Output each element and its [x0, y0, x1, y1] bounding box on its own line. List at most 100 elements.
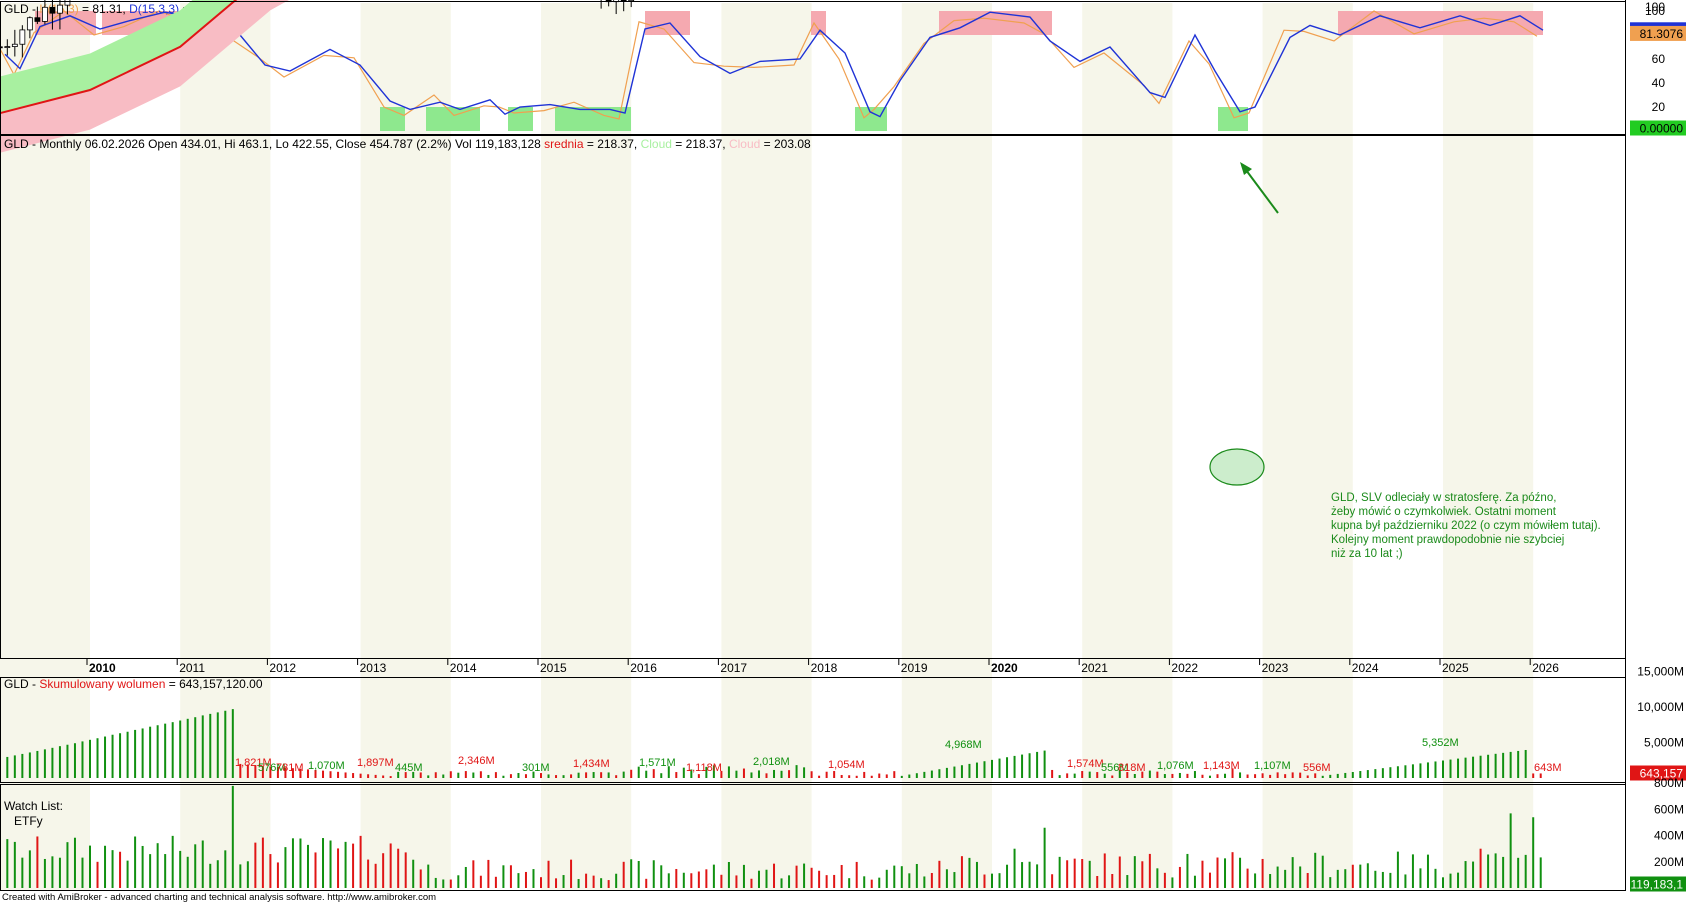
cumvol-value-label: 781M — [276, 762, 304, 774]
year-band — [901, 3, 992, 890]
candle-body — [57, 4, 63, 14]
stoch-tick-label: 20 — [1652, 100, 1666, 114]
volume-bars — [0, 785, 1542, 888]
cumvol-value-label: 1,054M — [828, 759, 865, 771]
cumvol-value-label: 301M — [522, 762, 550, 774]
volume-badge-text: 119,183,1 — [1631, 878, 1684, 892]
overbought-zone — [939, 11, 1052, 35]
overbought-zone — [1338, 11, 1543, 35]
year-background-bands — [0, 3, 1534, 890]
cumvol-value-label: 1,434M — [573, 758, 610, 770]
year-label: 2013 — [360, 661, 387, 675]
cumvol-value-label: 818M — [1118, 762, 1146, 774]
volume-tick-label: 200M — [1654, 855, 1684, 869]
candle-body — [628, 0, 635, 2]
candle-body — [19, 29, 26, 45]
stoch-k-badge — [1630, 25, 1686, 41]
stoch-tick-label: 100 — [1645, 4, 1665, 18]
analyst-note: GLD, SLV odleciały w stratosferę. Za póź… — [1331, 492, 1604, 560]
candle-body — [42, 6, 48, 22]
volume-tick-label: 600M — [1654, 802, 1684, 816]
year-label: 2012 — [269, 661, 296, 675]
year-label: 2014 — [450, 661, 477, 675]
year-band — [1443, 3, 1534, 890]
year-band — [1082, 3, 1173, 890]
volume-tick-label: 400M — [1654, 829, 1684, 843]
cumvol-value-label: 1,571M — [639, 757, 676, 769]
candle-body — [0, 46, 3, 49]
cumvol-value-label: 1,821M — [235, 757, 272, 769]
cumvol-value-label: 556M — [1101, 762, 1129, 774]
cumvol-value-label: 556M — [1303, 762, 1331, 774]
cumvol-tick-label: 5,000M — [1644, 736, 1684, 750]
year-label: 2025 — [1442, 661, 1469, 675]
cumvol-value-label: 1,143M — [1203, 760, 1240, 772]
cumvol-value-label: 1,118M — [686, 762, 722, 774]
watchlist-name: ETFy — [14, 814, 43, 828]
price-tick-label: 100 — [1645, 0, 1665, 14]
annotation-arrow — [1245, 169, 1279, 214]
cloud-lower-band — [0, 0, 289, 153]
buy-zone-ellipse — [1209, 448, 1265, 486]
year-label: 2018 — [811, 661, 838, 675]
year-label: 2026 — [1532, 661, 1559, 675]
panel-frames — [0, 0, 1626, 891]
cumvol-tick-label: 10,000M — [1637, 700, 1684, 714]
year-label: 2016 — [630, 661, 657, 675]
year-label: 2017 — [720, 661, 747, 675]
time-x-axis: 2010 2011 2012 2013 2014 2015 2016 2017 2018 2019… — [86, 659, 1559, 675]
candle-body — [64, 0, 71, 6]
year-label: 2022 — [1171, 661, 1198, 675]
year-label: 2021 — [1081, 661, 1108, 675]
candle-body — [620, 0, 627, 2]
stochastic-d-line — [4, 11, 1544, 118]
cumvol-badge-text: 643,157 — [1640, 767, 1684, 781]
year-band — [360, 3, 451, 890]
watchlist-label: Watch List: — [4, 799, 63, 813]
cumvol-value-label: 643M — [1534, 762, 1562, 774]
year-band — [541, 3, 632, 890]
stoch-zero-badge-text: 0.00000 — [1640, 122, 1684, 136]
price-y-axis: 550500450400350300250200150100454.787218… — [1645, 0, 1665, 14]
cumvol-y-axis: 15,000M 10,000M 5,000M 643,157 — [1630, 665, 1686, 781]
cumvol-value-label: 2,018M — [753, 756, 790, 768]
candle-body — [34, 17, 41, 22]
volume-badge — [1630, 876, 1686, 892]
cumvol-value-label: 5,352M — [1422, 737, 1459, 749]
cumvol-value-label: 4,968M — [945, 739, 982, 751]
stoch-zero-badge — [1630, 120, 1686, 136]
stochastic-k-line — [0, 10, 1538, 120]
candle-body — [4, 46, 11, 48]
oversold-zone — [855, 107, 887, 131]
cumulative-volume-bars — [0, 709, 1542, 778]
candle-body — [26, 17, 33, 31]
overbought-zone — [811, 11, 826, 35]
stoch-k-badge-text: 81.3076 — [1640, 27, 1684, 41]
cumvol-tick-label: 15,000M — [1637, 665, 1684, 679]
year-label: 2019 — [901, 661, 928, 675]
cumvol-value-label: 1,574M — [1067, 758, 1104, 770]
cumvol-value-label: 576M — [258, 762, 286, 774]
candle-body — [11, 43, 18, 47]
price-header: GLD - Monthly 06.02.2026 Open 434.01, Hi… — [4, 137, 811, 151]
cumvol-badge — [1630, 765, 1686, 781]
cumvol-value-label: 1,076M — [1157, 760, 1194, 772]
volume-y-axis: 800M 600M 400M 200M 119,183,1 — [1630, 776, 1686, 892]
year-label: 2023 — [1262, 661, 1289, 675]
year-band — [0, 3, 90, 890]
arrow-head — [1240, 162, 1252, 175]
footer-credit: Created with AmiBroker - advanced charti… — [2, 892, 436, 903]
year-label: 2020 — [991, 661, 1018, 675]
cumvol-header: GLD - Skumulowany wolumen = 643,157,120.… — [4, 677, 263, 691]
year-band — [1262, 3, 1353, 890]
oversold-zone — [426, 107, 480, 131]
stoch-tick-label: 40 — [1652, 76, 1666, 90]
cumvol-value-label: 1,897M — [357, 757, 394, 769]
cumvol-value-label: 1,070M — [308, 760, 345, 772]
volume-tick-label: 800M — [1654, 776, 1684, 790]
year-band — [721, 3, 812, 890]
cumvol-value-label: 1,107M — [1254, 760, 1291, 772]
